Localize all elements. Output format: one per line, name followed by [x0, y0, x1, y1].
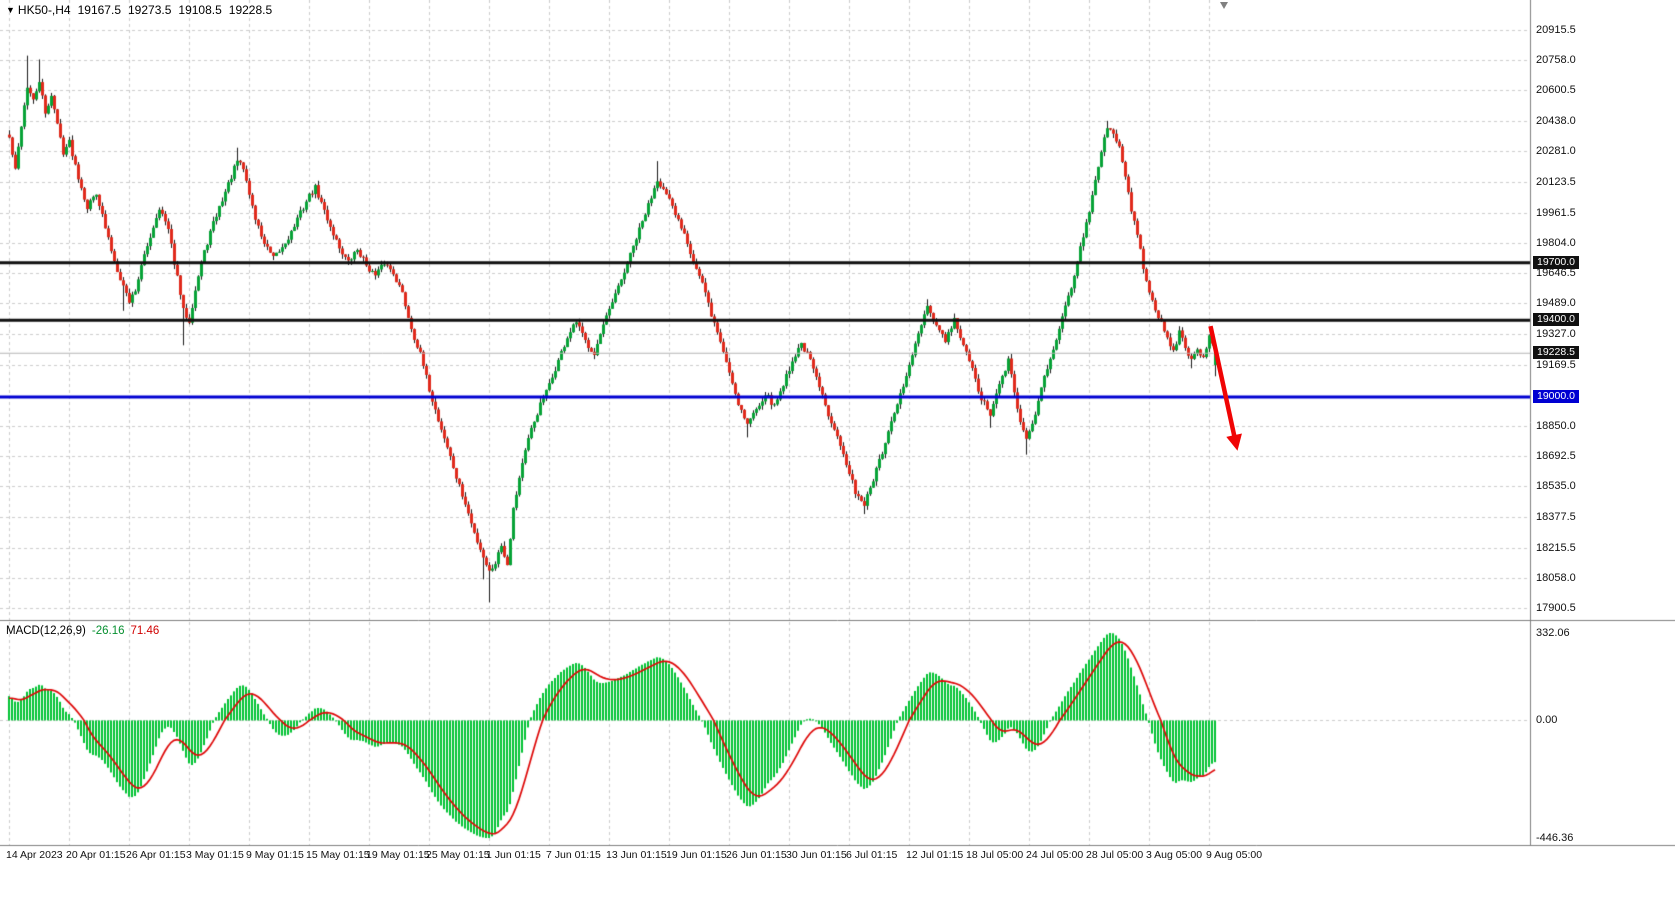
- price-tick-label: 18215.5: [1536, 541, 1576, 554]
- price-level-badge: 19700.0: [1533, 255, 1579, 269]
- price-tick-label: 20123.5: [1536, 175, 1576, 188]
- price-tick-label: 18058.0: [1536, 571, 1576, 584]
- price-level-badge: 19228.5: [1533, 346, 1579, 360]
- macd-signal-value: 71.46: [130, 625, 160, 637]
- macd-main-value: -26.16: [91, 625, 125, 637]
- price-axis[interactable]: 20915.5 20758.0 20600.5 20438.0 20281.0 20123…: [1531, 0, 1675, 900]
- time-tick-label: 26 Jun 01:15: [726, 849, 787, 861]
- open-value: 19167.5: [77, 3, 121, 17]
- time-tick-label: 19 Jun 01:15: [666, 849, 727, 861]
- price-tick-label: 19646.5: [1536, 267, 1576, 280]
- time-tick-label: 30 Jun 01:15: [786, 849, 847, 861]
- price-tick-label: 18535.0: [1536, 480, 1576, 493]
- time-tick-label: 9 May 01:15: [246, 849, 304, 861]
- chart-marker-icon: ▼: [6, 5, 15, 15]
- time-tick-label: 3 Aug 05:00: [1146, 849, 1203, 861]
- price-tick-label: 18850.0: [1536, 419, 1576, 432]
- price-tick-label: 19961.5: [1536, 206, 1576, 219]
- time-tick-label: 13 Jun 01:15: [606, 849, 667, 861]
- time-tick-label: 24 Jul 05:00: [1026, 849, 1084, 861]
- symbol-name: HK50-,H4: [17, 3, 71, 17]
- time-tick-label: 7 Jun 01:15: [546, 849, 601, 861]
- time-tick-label: 9 Aug 05:00: [1206, 849, 1263, 861]
- price-tick-label: 19327.0: [1536, 328, 1576, 341]
- macd-tick-label: 0.00: [1536, 714, 1558, 727]
- time-tick-label: 12 Jul 01:15: [906, 849, 964, 861]
- price-tick-label: 20438.0: [1536, 115, 1576, 128]
- price-tick-label: 19804.0: [1536, 236, 1576, 249]
- time-axis[interactable]: 14 Apr 2023 20 Apr 01:15 26 Apr 01:15 3 May…: [0, 848, 1675, 864]
- close-value: 19228.5: [228, 3, 273, 17]
- macd-tick-label: -446.36: [1536, 832, 1574, 844]
- time-tick-label: 6 Jul 01:15: [846, 849, 898, 861]
- time-tick-label: 1 Jun 01:15: [486, 849, 541, 861]
- price-level-badge: 19400.0: [1533, 313, 1579, 327]
- macd-name: MACD(12,26,9): [6, 625, 86, 637]
- price-tick-label: 19169.5: [1536, 358, 1576, 371]
- low-value: 19108.5: [178, 3, 222, 17]
- time-tick-label: 25 May 01:15: [426, 849, 490, 861]
- price-level-badge: 19000.0: [1533, 390, 1579, 404]
- symbol-ohlc-header: ▼ HK50-,H4 19167.5 19273.5 19108.5 19228.5: [6, 3, 272, 17]
- price-tick-label: 20281.0: [1536, 145, 1576, 158]
- price-tick-label: 20758.0: [1536, 53, 1576, 66]
- chart-shift-marker-icon: [1220, 2, 1228, 9]
- price-tick-label: 18377.5: [1536, 510, 1576, 523]
- macd-indicator-label: MACD(12,26,9) -26.16 71.46: [6, 625, 159, 637]
- time-tick-label: 15 May 01:15: [306, 849, 370, 861]
- time-tick-label: 14 Apr 2023: [6, 849, 63, 861]
- time-tick-label: 20 Apr 01:15: [66, 849, 126, 861]
- price-tick-label: 19489.0: [1536, 297, 1576, 310]
- time-tick-label: 28 Jul 05:00: [1086, 849, 1144, 861]
- price-tick-label: 18692.5: [1536, 450, 1576, 463]
- time-tick-label: 18 Jul 05:00: [966, 849, 1024, 861]
- macd-tick-label: 332.06: [1536, 627, 1570, 639]
- price-tick-label: 20915.5: [1536, 23, 1576, 36]
- time-tick-label: 26 Apr 01:15: [126, 849, 186, 861]
- time-tick-label: 19 May 01:15: [366, 849, 430, 861]
- price-tick-label: 17900.5: [1536, 602, 1576, 614]
- price-tick-label: 20600.5: [1536, 84, 1576, 97]
- high-value: 19273.5: [128, 3, 172, 17]
- time-tick-label: 3 May 01:15: [186, 849, 244, 861]
